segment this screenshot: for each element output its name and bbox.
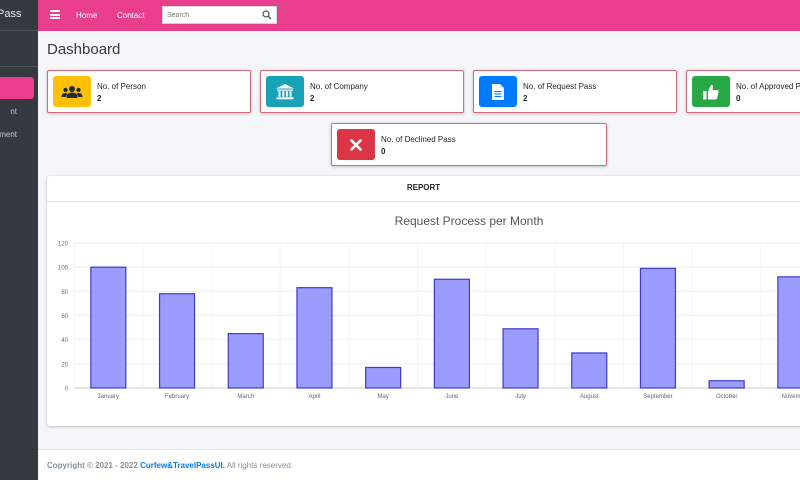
close-icon	[350, 138, 362, 151]
x-tick-label: October	[716, 394, 737, 400]
users-icon	[61, 85, 83, 98]
sidebar-item-dashboard[interactable]	[0, 77, 34, 99]
chart-bar	[571, 352, 608, 389]
footer-link[interactable]: Curfew&TravelPassUI.	[140, 461, 225, 470]
x-tick-label: November	[782, 394, 800, 400]
info-box-value: 2	[310, 94, 315, 103]
x-tick-label: April	[308, 394, 320, 400]
chart-bar	[777, 276, 800, 389]
chart-bar	[639, 267, 677, 389]
chart-bar	[708, 380, 745, 389]
sidebar: Pass nt ment	[0, 0, 38, 480]
info-icon-bg	[479, 76, 517, 107]
chart-bar	[296, 287, 333, 389]
info-box-value: 0	[381, 147, 386, 156]
search-box	[162, 6, 277, 24]
chart-bar	[433, 278, 470, 389]
info-box-company[interactable]: No. of Company 2	[260, 70, 464, 113]
thumbs-up-icon	[703, 84, 719, 99]
info-box-value: 2	[523, 94, 528, 103]
info-box-approved-pass[interactable]: No. of Approved Pass 0	[686, 70, 800, 113]
footer-prefix: Copyright © 2021 - 2022	[47, 461, 138, 470]
info-icon-bg	[692, 76, 730, 107]
x-tick-label: June	[445, 394, 459, 400]
sidebar-item-2[interactable]: ment	[0, 129, 38, 143]
sidebar-item-label: ment	[0, 130, 17, 139]
search-icon[interactable]	[262, 10, 272, 20]
x-tick-label: May	[377, 394, 388, 400]
info-box-label: No. of Approved Pass	[736, 82, 800, 91]
x-tick-label: January	[98, 394, 119, 400]
y-tick-label: 100	[58, 266, 69, 272]
search-input[interactable]	[167, 9, 257, 21]
footer-suffix: All rights reserved.	[226, 461, 294, 470]
y-tick-label: 60	[61, 314, 68, 320]
sidebar-item-label: nt	[10, 107, 17, 116]
info-box-value: 0	[736, 94, 741, 103]
y-tick-label: 40	[61, 338, 68, 344]
x-tick-label: July	[515, 394, 526, 400]
report-title: REPORT	[406, 183, 441, 192]
report-card-header: REPORT	[47, 176, 800, 202]
footer-copyright: Copyright © 2021 - 2022 Curfew&TravelPas…	[47, 461, 293, 470]
top-navbar: Home Contact	[38, 0, 800, 31]
info-box-label: No. of Company	[310, 82, 368, 91]
report-card: REPORT Request Process per Month 0 20 40 60 8…	[47, 176, 800, 426]
info-box-person[interactable]: No. of Person 2	[47, 70, 251, 113]
y-tick-label: 80	[61, 290, 68, 296]
x-tick-label: August	[580, 394, 599, 400]
nav-contact-link[interactable]: Contact	[117, 11, 145, 20]
footer: Copyright © 2021 - 2022 Curfew&TravelPas…	[38, 449, 800, 480]
menu-icon[interactable]	[50, 10, 60, 19]
x-tick-label: March	[237, 394, 254, 400]
report-chart: Request Process per Month 0 20 40 60 80 100 120…	[58, 214, 800, 400]
info-box-value: 2	[97, 94, 102, 103]
chart-bar	[502, 328, 539, 389]
info-icon-bg	[53, 76, 91, 107]
info-box-declined-pass[interactable]: No. of Declined Pass 0	[331, 123, 607, 166]
chart-bar	[90, 266, 127, 389]
sidebar-divider	[0, 66, 38, 67]
info-box-label: No. of Person	[97, 82, 146, 91]
bank-icon	[276, 83, 294, 99]
info-box-label: No. of Request Pass	[523, 82, 597, 91]
info-box-label: No. of Declined Pass	[381, 135, 456, 144]
brand-text: Pass	[0, 8, 22, 20]
x-tick-label: February	[165, 394, 189, 400]
info-icon-bg	[266, 76, 304, 107]
page-title: Dashboard	[47, 41, 121, 58]
x-tick-label: September	[643, 394, 672, 400]
chart-title: Request Process per Month	[395, 214, 544, 228]
y-tick-label: 20	[61, 362, 68, 368]
info-icon-bg	[337, 129, 375, 160]
sidebar-item-1[interactable]: nt	[0, 106, 38, 120]
chart-bar	[158, 293, 196, 389]
document-icon	[492, 83, 504, 100]
info-box-request-pass[interactable]: No. of Request Pass 2	[473, 70, 677, 113]
brand-link[interactable]: Pass	[0, 0, 38, 31]
y-tick-label: 0	[65, 387, 69, 393]
chart-bar	[227, 333, 264, 389]
chart-bar	[365, 366, 402, 389]
nav-home-link[interactable]: Home	[76, 11, 98, 20]
y-tick-label: 120	[58, 242, 69, 248]
